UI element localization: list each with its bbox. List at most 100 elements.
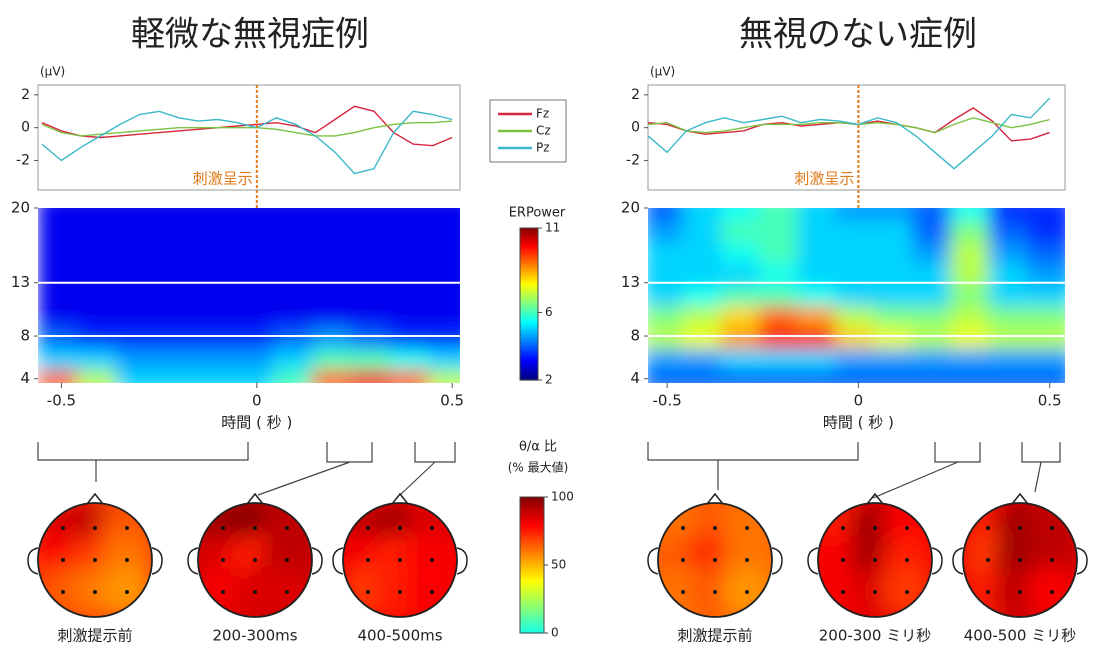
electrode — [366, 590, 370, 594]
colorbar-tick-label: 0 — [551, 626, 559, 640]
electrode — [221, 526, 225, 530]
topomap-label: 刺激提示前 — [677, 627, 752, 645]
electrode — [93, 558, 97, 562]
figure: 軽微な無視症例(μV)-202刺激呈示FzCzPz481320-0.500.5時… — [0, 0, 1097, 648]
heatmap-cells — [38, 195, 476, 391]
electrode — [681, 526, 685, 530]
y-tick-label: 13 — [11, 273, 30, 291]
y-tick-label: -2 — [16, 152, 30, 168]
electrode — [125, 526, 129, 530]
chart-title: 無視のない症例 — [739, 15, 977, 55]
erp-line — [648, 118, 1050, 133]
electrode — [366, 558, 370, 562]
y-tick-label: 8 — [630, 327, 640, 345]
electrode — [285, 526, 289, 530]
y-axis-label: (μV) — [40, 65, 65, 79]
electrode — [430, 526, 434, 530]
electrode — [681, 558, 685, 562]
topomap-label: 200-300 ミリ秒 — [819, 627, 931, 645]
legend-label: Pz — [536, 141, 550, 155]
electrode — [93, 590, 97, 594]
erp-line — [648, 108, 1050, 141]
heatmap — [644, 195, 1072, 391]
y-axis-label: (μV) — [650, 65, 675, 79]
electrode — [93, 526, 97, 530]
heatmap — [38, 195, 476, 391]
colorbar-sublabel: (% 最大値) — [508, 460, 569, 475]
y-tick-label: -2 — [626, 152, 640, 168]
electrode — [366, 526, 370, 530]
electrode — [905, 526, 909, 530]
stimulus-label: 刺激呈示 — [794, 170, 854, 188]
electrode — [221, 590, 225, 594]
y-tick-label: 13 — [621, 273, 640, 291]
electrode — [713, 558, 717, 562]
electrode — [745, 526, 749, 530]
electrode — [221, 558, 225, 562]
electrode — [398, 558, 402, 562]
electrode — [253, 558, 257, 562]
colorbar-tick-label: 6 — [545, 305, 553, 319]
y-tick-label: 20 — [621, 199, 640, 217]
electrode — [905, 558, 909, 562]
electrode — [681, 590, 685, 594]
topomap-label: 刺激提示前 — [57, 627, 132, 645]
electrode — [253, 526, 257, 530]
y-tick-label: 0 — [21, 120, 30, 136]
legend-label: Cz — [536, 124, 551, 138]
colorbar-tick-label: 2 — [545, 373, 553, 387]
electrode — [841, 590, 845, 594]
y-tick-label: 0 — [631, 120, 640, 136]
colorbar-label: ERPower — [509, 206, 566, 221]
electrode — [125, 590, 129, 594]
electrode — [745, 590, 749, 594]
colorbar-tick-label: 11 — [545, 221, 560, 235]
x-tick-label: 0.5 — [440, 392, 464, 410]
x-tick-label: 0 — [854, 392, 864, 410]
chart-title: 軽微な無視症例 — [131, 15, 369, 55]
electrode — [905, 590, 909, 594]
electrode — [1018, 590, 1022, 594]
colorbar-label: θ/α 比 — [519, 440, 557, 455]
electrode — [986, 526, 990, 530]
electrode — [285, 590, 289, 594]
electrode — [873, 590, 877, 594]
y-tick-label: 4 — [20, 369, 30, 387]
erp-line — [42, 106, 452, 145]
electrode — [253, 590, 257, 594]
electrode — [745, 558, 749, 562]
electrode — [873, 526, 877, 530]
electrode — [986, 590, 990, 594]
electrode — [1050, 590, 1054, 594]
electrode — [61, 526, 65, 530]
electrode — [285, 558, 289, 562]
electrode — [430, 590, 434, 594]
colorbar-tick-label: 100 — [551, 490, 574, 504]
x-tick-label: -0.5 — [652, 392, 681, 410]
topomap-label: 400-500 ミリ秒 — [964, 627, 1076, 645]
heatmap-cells — [644, 195, 1072, 391]
electrode — [398, 526, 402, 530]
electrode — [1018, 558, 1022, 562]
legend-label: Fz — [536, 107, 549, 121]
colorbar-tick-label: 50 — [551, 558, 566, 572]
y-tick-label: 8 — [20, 327, 30, 345]
y-tick-label: 2 — [21, 87, 30, 103]
electrode — [1018, 526, 1022, 530]
x-tick-label: -0.5 — [47, 392, 76, 410]
y-tick-label: 20 — [11, 199, 30, 217]
electrode — [713, 590, 717, 594]
electrode — [713, 526, 717, 530]
electrode — [430, 558, 434, 562]
electrode — [986, 558, 990, 562]
x-axis-label: 時間 ( 秒 ) — [823, 414, 894, 432]
electrode — [61, 558, 65, 562]
topomap-label: 400-500ms — [357, 627, 442, 645]
y-tick-label: 4 — [630, 369, 640, 387]
electrode — [841, 558, 845, 562]
topomap-label: 200-300ms — [212, 627, 297, 645]
electrode — [841, 526, 845, 530]
electrode — [873, 558, 877, 562]
electrode — [1050, 558, 1054, 562]
plot-frame — [648, 85, 1065, 190]
